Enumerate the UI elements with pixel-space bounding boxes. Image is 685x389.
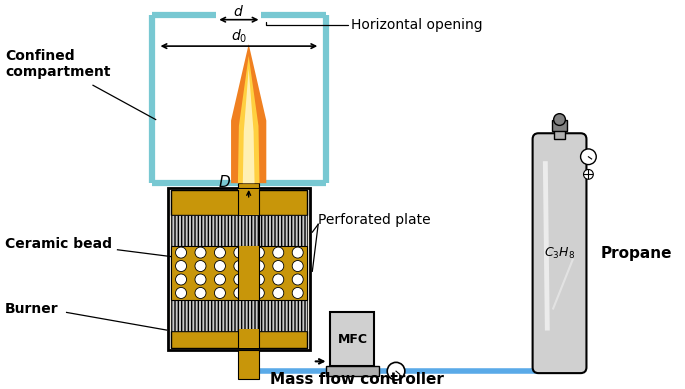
Circle shape [292, 247, 303, 258]
Circle shape [214, 247, 225, 258]
Bar [238, 350, 260, 379]
Circle shape [273, 274, 284, 285]
Bar [171, 246, 308, 300]
Text: Propane: Propane [600, 246, 672, 261]
Circle shape [292, 274, 303, 285]
Circle shape [175, 261, 186, 272]
Circle shape [273, 261, 284, 272]
Bar [152, 15, 326, 183]
Text: $d$: $d$ [234, 4, 245, 19]
Circle shape [234, 247, 245, 258]
Circle shape [292, 287, 303, 298]
Text: $D$: $D$ [218, 174, 231, 190]
Circle shape [214, 274, 225, 285]
Text: Perforated plate: Perforated plate [319, 214, 431, 228]
Circle shape [195, 247, 206, 258]
Bar [553, 119, 565, 139]
Text: $C_3H_8$: $C_3H_8$ [544, 245, 575, 261]
Circle shape [584, 170, 593, 179]
Circle shape [387, 362, 405, 380]
Text: Confined
compartment: Confined compartment [5, 49, 110, 79]
Bar [238, 189, 260, 214]
Text: MFC: MFC [338, 333, 367, 346]
Circle shape [273, 287, 284, 298]
Text: Burner: Burner [5, 301, 58, 315]
Polygon shape [242, 68, 255, 183]
Polygon shape [238, 56, 260, 183]
Circle shape [253, 261, 264, 272]
Bar [169, 188, 310, 350]
Circle shape [253, 287, 264, 298]
Bar [238, 183, 260, 188]
Polygon shape [231, 44, 266, 183]
Circle shape [253, 274, 264, 285]
Bar [551, 119, 567, 131]
Circle shape [175, 247, 186, 258]
Text: Ceramic bead: Ceramic bead [5, 237, 112, 251]
Circle shape [195, 274, 206, 285]
Bar [330, 312, 375, 366]
Circle shape [234, 287, 245, 298]
Circle shape [195, 287, 206, 298]
Bar [238, 329, 260, 348]
Circle shape [581, 149, 596, 165]
Text: Mass flow controller: Mass flow controller [271, 372, 445, 387]
Circle shape [175, 274, 186, 285]
Bar [171, 214, 308, 246]
Circle shape [553, 114, 565, 125]
Bar [238, 246, 260, 300]
Circle shape [214, 261, 225, 272]
Circle shape [253, 247, 264, 258]
Circle shape [292, 261, 303, 272]
Circle shape [234, 261, 245, 272]
Text: Horizontal opening: Horizontal opening [351, 18, 482, 32]
Bar [171, 300, 308, 331]
Bar [325, 366, 379, 376]
Circle shape [273, 247, 284, 258]
Circle shape [214, 287, 225, 298]
Circle shape [195, 261, 206, 272]
Bar [171, 190, 308, 214]
Bar [171, 331, 308, 348]
Circle shape [175, 287, 186, 298]
Text: $d_0$: $d_0$ [231, 28, 247, 45]
Circle shape [234, 274, 245, 285]
FancyBboxPatch shape [533, 133, 586, 373]
